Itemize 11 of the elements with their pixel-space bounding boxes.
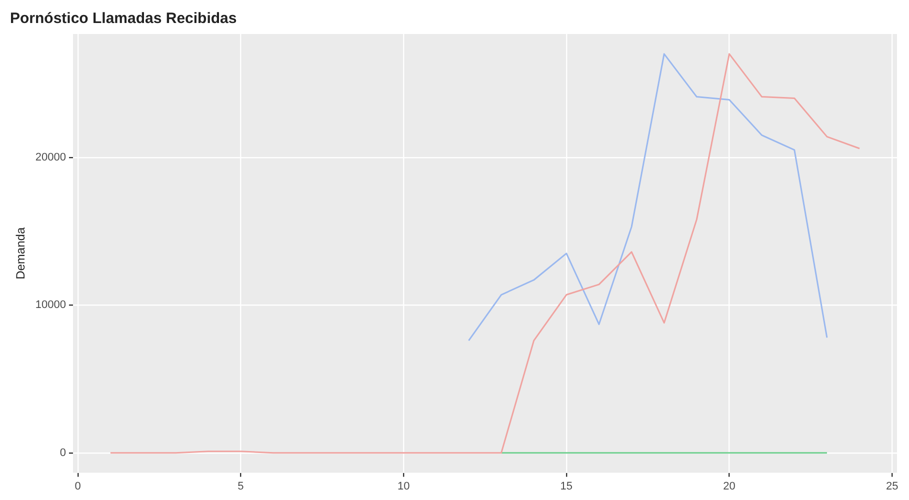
y-tick-label: 10000	[35, 299, 66, 312]
y-tick-label: 0	[60, 446, 66, 459]
x-tick-label: 15	[560, 480, 573, 492]
y-axis-title: Demanda	[14, 227, 28, 280]
y-tick-label: 20000	[35, 151, 66, 164]
x-tick-label: 5	[238, 480, 244, 492]
x-tick-label: 25	[886, 480, 898, 492]
x-tick-label: 20	[723, 480, 736, 492]
x-tick-label: 0	[74, 480, 81, 492]
chart-title: Pornóstico Llamadas Recibidas	[10, 10, 237, 28]
x-tick-label: 10	[397, 480, 410, 492]
